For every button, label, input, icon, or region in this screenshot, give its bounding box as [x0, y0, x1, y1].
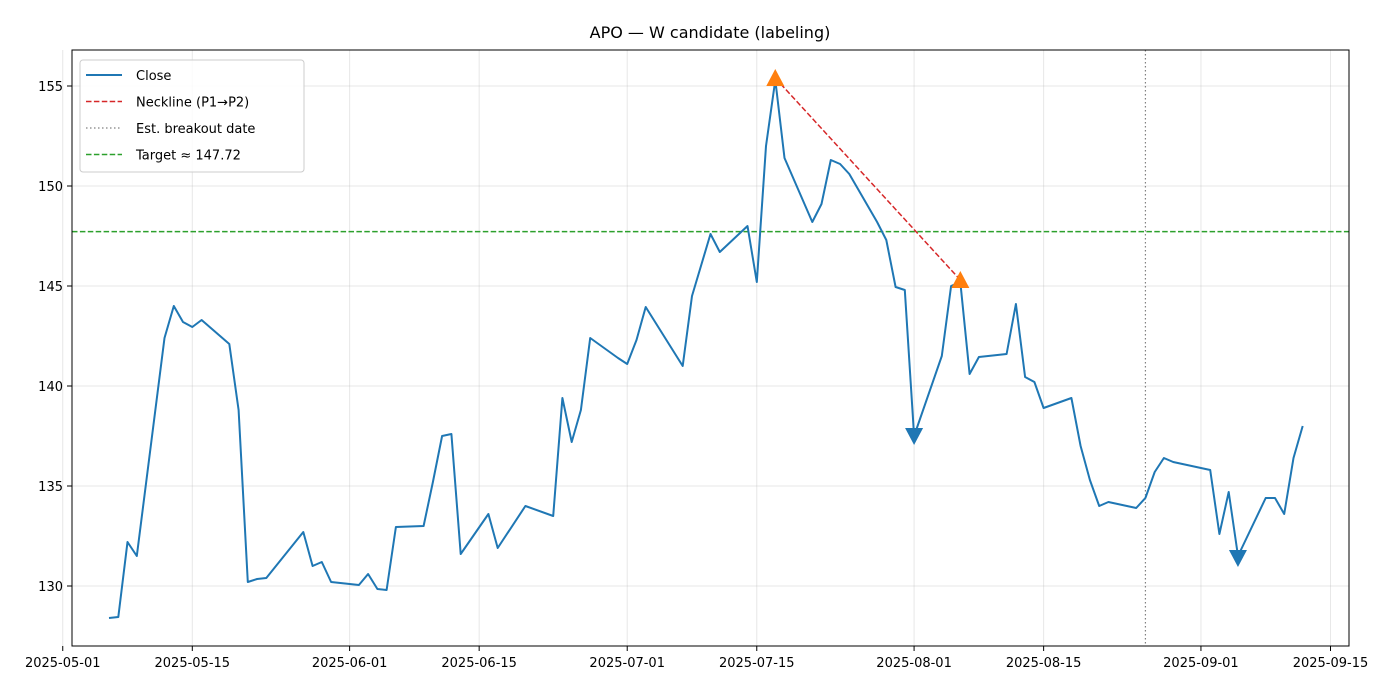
trough-marker: [1228, 550, 1247, 567]
legend: Close Neckline (P1→P2) Est. breakout date T…: [79, 59, 305, 173]
legend-label-close: Close: [136, 69, 171, 84]
x-tick-label: 2025-05-01: [25, 656, 101, 671]
x-tick-label: 2025-08-15: [1006, 656, 1082, 671]
y-tick-label: 130: [38, 580, 63, 595]
y-tick-label: 150: [38, 180, 63, 195]
x-tick-label: 2025-09-15: [1293, 656, 1369, 671]
peak-marker: [951, 271, 970, 288]
legend-label-breakout: Est. breakout date: [136, 122, 255, 137]
peak-marker: [766, 69, 785, 86]
y-axis: 130 135 140 145 150 155: [38, 80, 72, 595]
neckline: [774, 77, 961, 281]
x-tick-label: 2025-08-01: [876, 656, 952, 671]
x-tick-label: 2025-06-15: [441, 656, 517, 671]
x-tick-label: 2025-05-15: [155, 656, 231, 671]
x-tick-label: 2025-07-15: [719, 656, 795, 671]
plot-area: [72, 50, 1349, 646]
y-tick-label: 135: [38, 480, 63, 495]
trough-marker: [905, 428, 924, 445]
x-tick-label: 2025-07-01: [589, 656, 665, 671]
close-series-line: [108, 79, 1304, 619]
x-tick-label: 2025-09-01: [1163, 656, 1239, 671]
x-tick-label: 2025-06-01: [312, 656, 388, 671]
grid: [62, 50, 1349, 646]
x-axis: 2025-05-01 2025-05-15 2025-06-01 2025-06-15…: [25, 646, 1368, 671]
chart-title: APO — W candidate (labeling): [590, 23, 831, 42]
legend-label-target: Target ≈ 147.72: [135, 149, 241, 164]
legend-label-neckline: Neckline (P1→P2): [136, 96, 249, 111]
y-tick-label: 140: [38, 380, 63, 395]
y-tick-label: 145: [38, 280, 63, 295]
plot-frame: [71, 49, 1350, 647]
legend-box: [79, 59, 305, 173]
y-tick-label: 155: [38, 80, 63, 95]
